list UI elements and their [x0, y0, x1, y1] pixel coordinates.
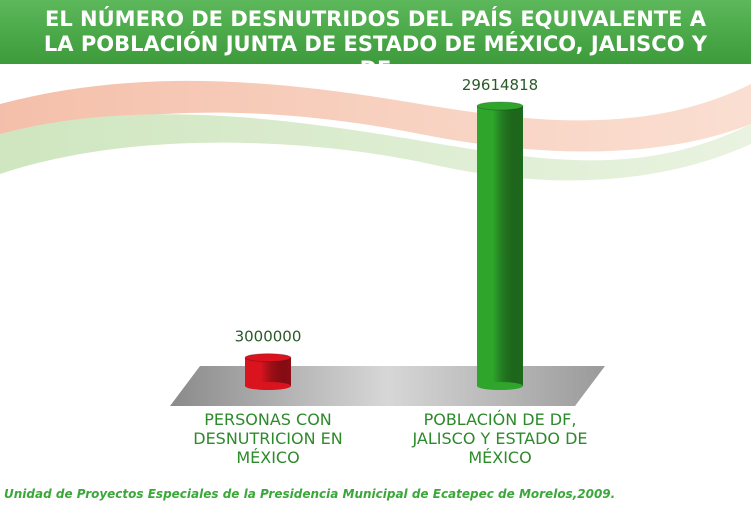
bar-top — [244, 353, 292, 363]
chart-title: EL NÚMERO DE DESNUTRIDOS DEL PAÍS EQUIVA… — [0, 0, 751, 81]
source-note: Unidad de Proyectos Especiales de la Pre… — [4, 487, 616, 501]
value-label: 29614818 — [462, 76, 538, 94]
category-label: PERSONAS CON DESNUTRICION EN MÉXICO — [193, 410, 343, 467]
bar — [245, 357, 291, 386]
swoosh — [0, 114, 751, 181]
swoosh — [0, 80, 751, 152]
chart: 3000000 29614818 — [0, 76, 751, 406]
bar-bottom — [477, 382, 523, 390]
value-label: 3000000 — [235, 328, 302, 346]
platform — [170, 366, 605, 406]
bar — [477, 106, 523, 386]
bar-bottom — [245, 382, 291, 390]
category-label: POBLACIÓN DE DF, JALISCO Y ESTADO DE MÉX… — [412, 410, 588, 467]
bar-top — [476, 101, 524, 111]
